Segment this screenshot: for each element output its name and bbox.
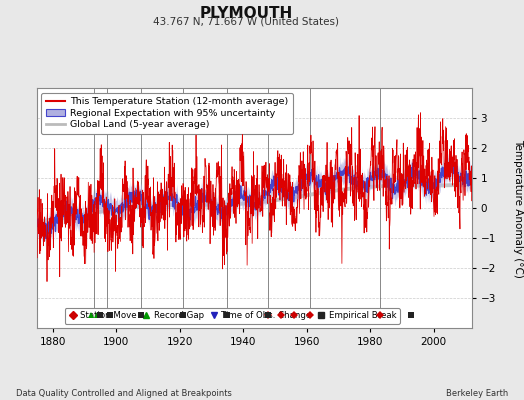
Legend: Station Move, Record Gap, Time of Obs. Change, Empirical Break: Station Move, Record Gap, Time of Obs. C… bbox=[65, 308, 400, 324]
Text: 43.767 N, 71.667 W (United States): 43.767 N, 71.667 W (United States) bbox=[154, 17, 339, 27]
Text: PLYMOUTH: PLYMOUTH bbox=[200, 6, 293, 21]
Y-axis label: Temperature Anomaly (°C): Temperature Anomaly (°C) bbox=[512, 138, 522, 278]
Text: Berkeley Earth: Berkeley Earth bbox=[446, 389, 508, 398]
Text: Data Quality Controlled and Aligned at Breakpoints: Data Quality Controlled and Aligned at B… bbox=[16, 389, 232, 398]
